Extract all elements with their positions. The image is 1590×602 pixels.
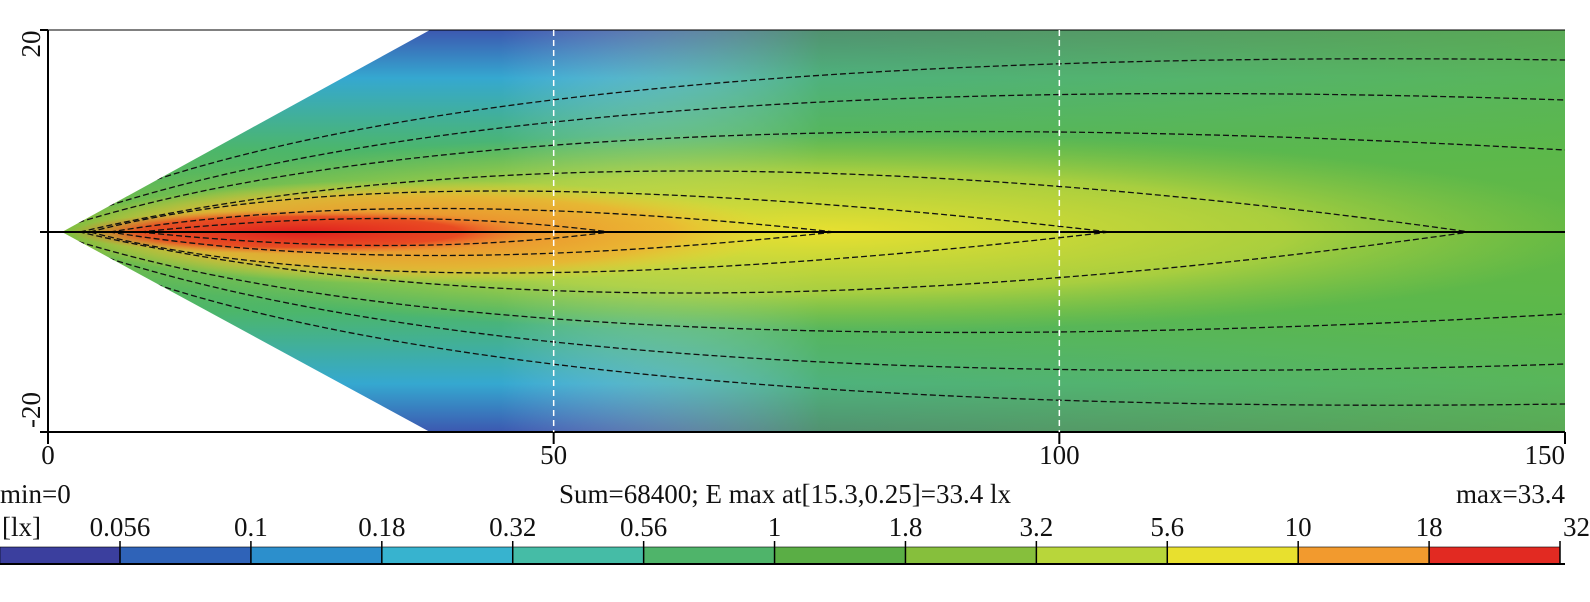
colorbar-segment (119, 546, 252, 565)
summary: Sum=68400; E max at[15.3,0.25]=33.4 lx (559, 479, 1011, 509)
colorbar-segment (643, 546, 775, 565)
x-tick-label: 50 (540, 440, 567, 470)
colorbar-label: 32 (1563, 512, 1590, 542)
colorbar-segment (0, 546, 121, 565)
colorbar-segment (250, 546, 383, 565)
colorbar-segment (1428, 546, 1561, 565)
colorbar-label: 0.1 (234, 512, 268, 542)
colorbar-segment (381, 546, 514, 565)
colorbar-label: 18 (1416, 512, 1443, 542)
colorbar-segment (512, 546, 644, 565)
colorbar-label: 1.8 (889, 512, 923, 542)
colorbar-label: 1 (768, 512, 782, 542)
colorbar-segment (905, 546, 1037, 565)
colorbar-label: 0.056 (90, 512, 151, 542)
colorbar-segment (1036, 546, 1168, 565)
max-label: max=33.4 (1456, 479, 1565, 509)
colorbar-segment (1166, 546, 1299, 565)
x-tick-label: 0 (41, 440, 55, 470)
colorbar-label: 0.56 (620, 512, 667, 542)
y-tick-label: -20 (16, 392, 46, 428)
colorbar-label: 10 (1285, 512, 1312, 542)
colorbar-label: 0.32 (489, 512, 536, 542)
x-tick-label: 100 (1039, 440, 1080, 470)
colorbar-unit: [lx] (2, 512, 41, 542)
colorbar-segment (774, 546, 906, 565)
y-tick-label: 20 (16, 31, 46, 58)
colorbar-label: 0.18 (358, 512, 405, 542)
colorbar-segment (1297, 546, 1430, 565)
colorbar-label: 5.6 (1150, 512, 1184, 542)
colorbar-label: 3.2 (1019, 512, 1053, 542)
x-tick-label: 150 (1525, 440, 1566, 470)
min-label: min=0 (0, 479, 71, 509)
